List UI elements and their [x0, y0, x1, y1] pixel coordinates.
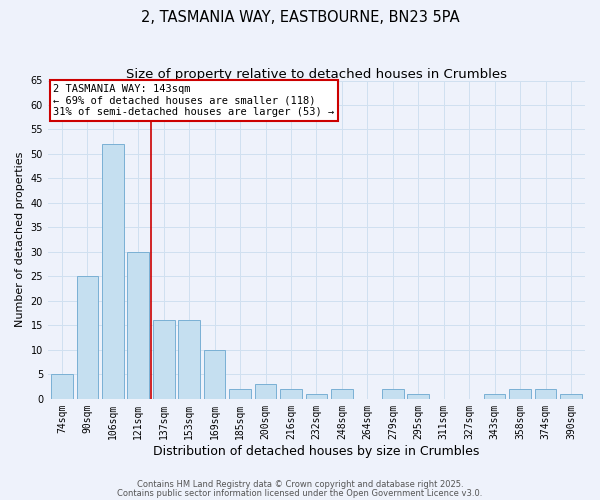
- Bar: [484, 394, 505, 399]
- X-axis label: Distribution of detached houses by size in Crumbles: Distribution of detached houses by size …: [153, 444, 479, 458]
- Bar: [382, 389, 404, 399]
- Bar: [280, 389, 302, 399]
- Text: Contains public sector information licensed under the Open Government Licence v3: Contains public sector information licen…: [118, 488, 482, 498]
- Text: 2, TASMANIA WAY, EASTBOURNE, BN23 5PA: 2, TASMANIA WAY, EASTBOURNE, BN23 5PA: [140, 10, 460, 25]
- Bar: [178, 320, 200, 399]
- Bar: [509, 389, 531, 399]
- Bar: [153, 320, 175, 399]
- Bar: [229, 389, 251, 399]
- Bar: [51, 374, 73, 399]
- Bar: [127, 252, 149, 399]
- Bar: [331, 389, 353, 399]
- Bar: [77, 276, 98, 399]
- Bar: [102, 144, 124, 399]
- Bar: [560, 394, 582, 399]
- Text: 2 TASMANIA WAY: 143sqm
← 69% of detached houses are smaller (118)
31% of semi-de: 2 TASMANIA WAY: 143sqm ← 69% of detached…: [53, 84, 335, 117]
- Y-axis label: Number of detached properties: Number of detached properties: [15, 152, 25, 328]
- Bar: [407, 394, 429, 399]
- Bar: [305, 394, 327, 399]
- Bar: [255, 384, 277, 399]
- Bar: [204, 350, 226, 399]
- Title: Size of property relative to detached houses in Crumbles: Size of property relative to detached ho…: [126, 68, 507, 80]
- Text: Contains HM Land Registry data © Crown copyright and database right 2025.: Contains HM Land Registry data © Crown c…: [137, 480, 463, 489]
- Bar: [535, 389, 556, 399]
